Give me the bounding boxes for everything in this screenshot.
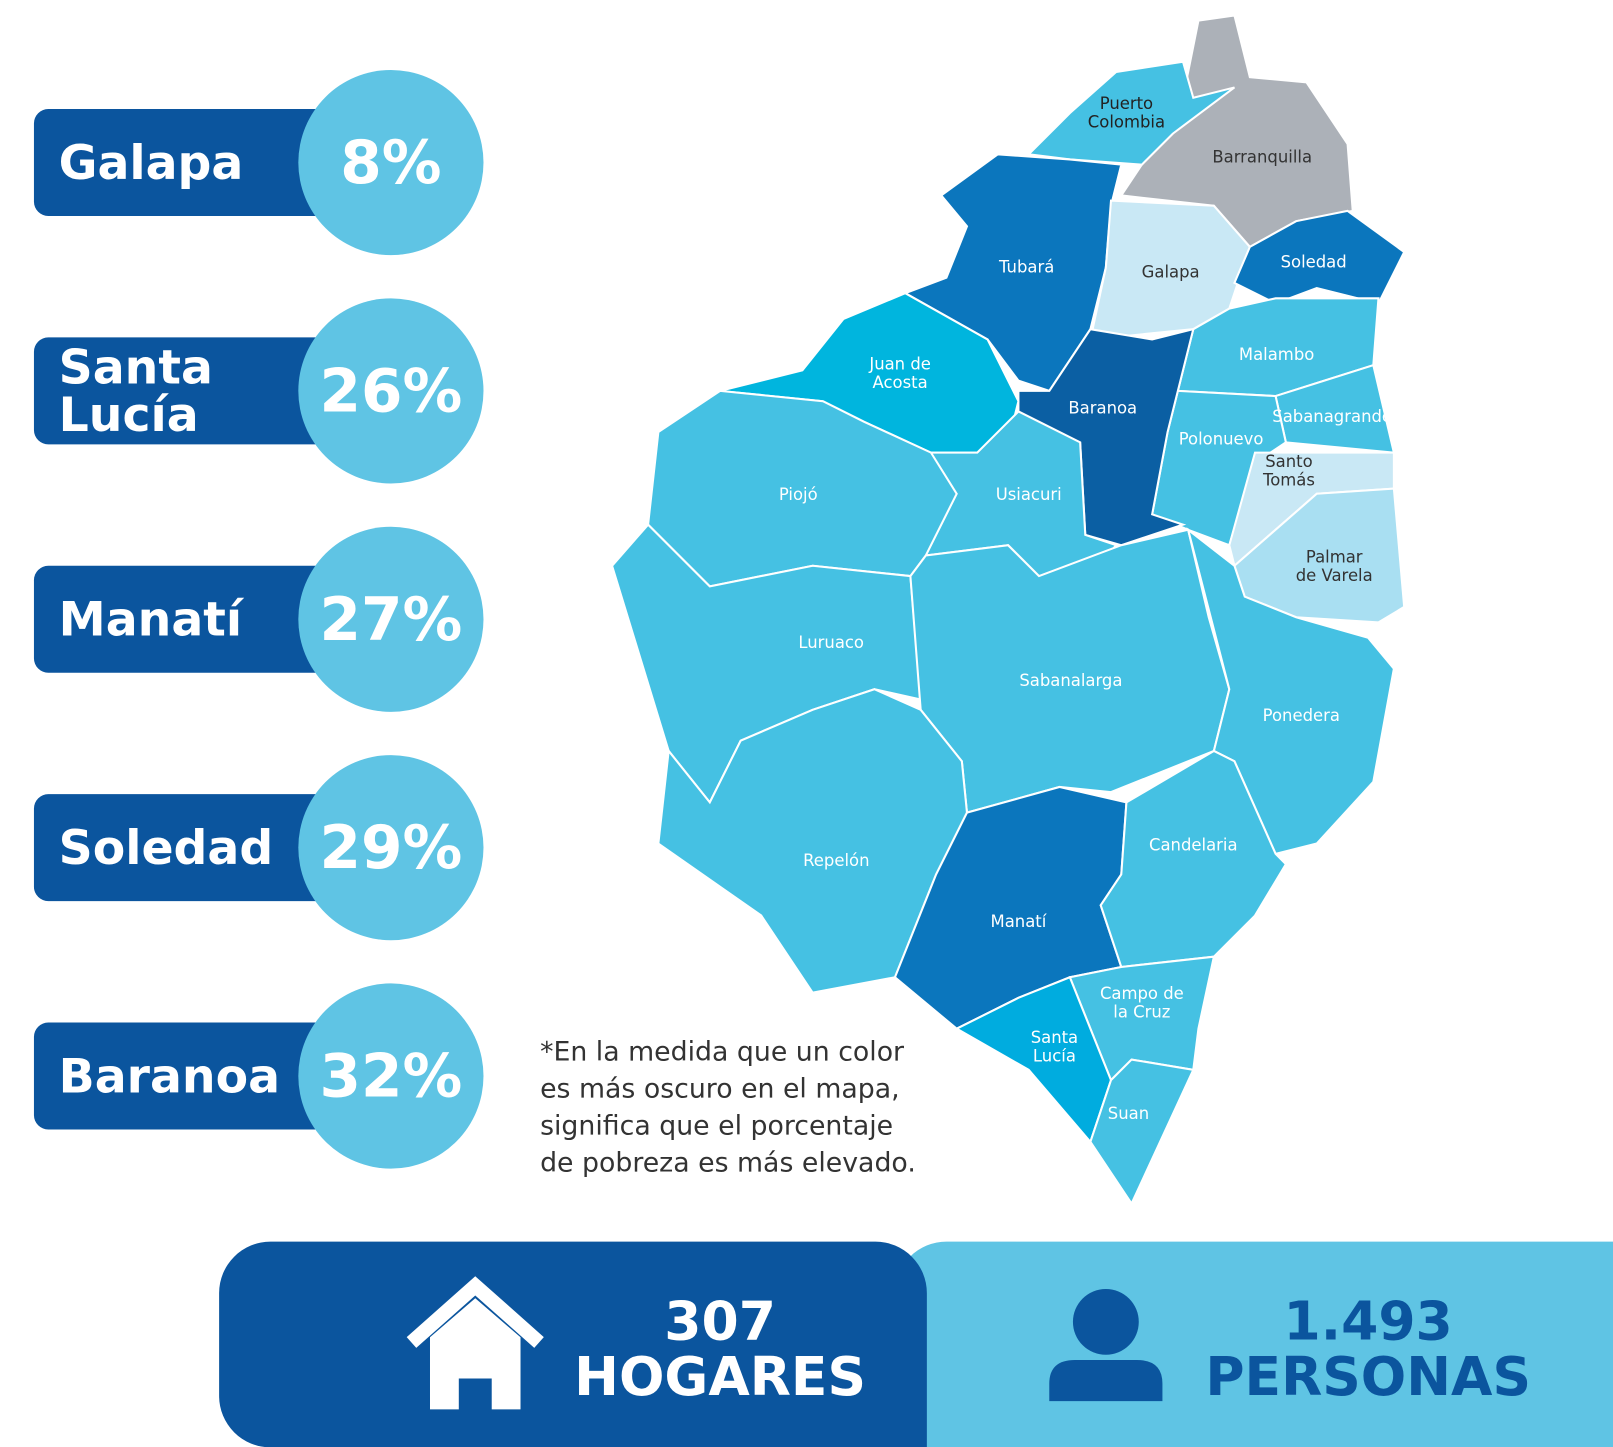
municipality-label: Ponedera — [1263, 706, 1340, 725]
persons-band — [894, 1241, 1613, 1447]
stat: Soledad 29% — [33, 755, 487, 950]
label-line: Polonuevo — [1179, 429, 1264, 448]
label-line: Santa — [1031, 1028, 1078, 1047]
households-value: 307 — [664, 1291, 776, 1353]
label-line: Palmar — [1306, 548, 1363, 567]
households-band — [219, 1241, 927, 1447]
stat-bar — [33, 337, 343, 445]
municipality-label: Usiacuri — [996, 485, 1062, 504]
stat-name: Manatí — [58, 591, 243, 648]
municipality-label: Palmar de Varela — [1296, 548, 1373, 586]
municipality — [1099, 749, 1288, 969]
label-line: Puerto — [1100, 94, 1153, 113]
municipality-label: Polonuevo — [1179, 429, 1264, 448]
stat-name: Baranoa — [58, 1048, 281, 1104]
households-label: HOGARES — [574, 1346, 866, 1409]
label-line: Luruaco — [798, 633, 864, 652]
persons: 1.493 PERSONAS — [1193, 1294, 1543, 1405]
municipality-label: Piojó — [779, 485, 818, 504]
stat-name: Galapa — [58, 134, 244, 191]
label-line: Lucía — [1033, 1047, 1076, 1066]
label-line: Acosta — [873, 373, 928, 392]
municipality-label: Malambo — [1239, 345, 1314, 364]
label-line: la Cruz — [1113, 1002, 1170, 1021]
stat-bar — [33, 794, 343, 902]
municipality-label: Luruaco — [798, 633, 864, 652]
municipality-label: Sabanagrande — [1272, 407, 1392, 426]
stat-bar — [33, 1022, 343, 1130]
municipality-label: Barranquilla — [1212, 148, 1312, 167]
stat-value: 27% — [298, 526, 484, 712]
label-line: de Varela — [1296, 566, 1373, 585]
municipality-label: Suan — [1108, 1104, 1149, 1123]
municipality-label: Santo Tomás — [1262, 452, 1315, 490]
label-line: Colombia — [1088, 113, 1165, 132]
stat-value: 29% — [298, 755, 484, 941]
label-line: Tomás — [1262, 471, 1315, 490]
stat: Manatí 27% — [33, 526, 487, 722]
municipality-label: Sabanalarga — [1019, 671, 1122, 690]
persons-label: PERSONAS — [1205, 1346, 1531, 1409]
municipality-label: Soledad — [1281, 252, 1347, 271]
label-line: Piojó — [779, 485, 818, 504]
stat-name: Santa Lucía — [58, 339, 213, 443]
stat-value: 26% — [298, 298, 484, 484]
municipality-label: Santa Lucía — [1031, 1028, 1078, 1066]
label-line: Suan — [1108, 1104, 1149, 1123]
municipality-label: Repelón — [803, 851, 869, 870]
municipality — [1089, 1058, 1195, 1206]
label-line: Repelón — [803, 851, 869, 870]
municipality-label: Tubará — [998, 258, 1054, 277]
municipality-label: Puerto Colombia — [1088, 94, 1165, 132]
municipality — [954, 975, 1113, 1144]
stat-bar — [33, 565, 343, 673]
label-line: Sabanalarga — [1019, 671, 1122, 690]
label-line: Baranoa — [1068, 399, 1137, 418]
households: 307 HOGARES — [555, 1294, 884, 1405]
label-line: Sabanagrande — [1272, 407, 1392, 426]
municipality-label: Manatí — [991, 912, 1047, 931]
stat: Baranoa 32% — [33, 983, 487, 1178]
label-line: Ponedera — [1263, 706, 1340, 725]
label-line: Juan de — [868, 354, 931, 373]
label-line: Tubará — [998, 258, 1054, 277]
stat-bar — [33, 109, 343, 217]
municipality-label: Galapa — [1142, 263, 1200, 282]
municipality — [657, 688, 969, 994]
label-line: Campo de — [1100, 984, 1184, 1003]
label-line: Malambo — [1239, 345, 1314, 364]
label-line: Usiacuri — [996, 485, 1062, 504]
label-line: Galapa — [1142, 263, 1200, 282]
label-line: Candelaria — [1149, 836, 1238, 855]
stat-name: Soledad — [58, 819, 274, 876]
stat-value: 32% — [298, 983, 484, 1169]
municipality-label: Candelaria — [1149, 836, 1238, 855]
stat: Galapa 8% — [33, 69, 487, 265]
stat: Santa Lucía 26% — [33, 298, 487, 493]
municipality-label: Campo de la Cruz — [1100, 984, 1184, 1022]
label-line: Barranquilla — [1212, 148, 1312, 167]
label-line: Soledad — [1281, 252, 1347, 271]
municipality-label: Juan de Acosta — [868, 354, 931, 392]
persons-value: 1.493 — [1283, 1291, 1453, 1353]
note: *En la medida que un color es más oscuro… — [540, 1036, 916, 1179]
label-line: Santo — [1265, 452, 1312, 471]
label-line: Manatí — [991, 912, 1047, 931]
stat-value: 8% — [298, 69, 484, 256]
municipality-label: Baranoa — [1068, 399, 1137, 418]
